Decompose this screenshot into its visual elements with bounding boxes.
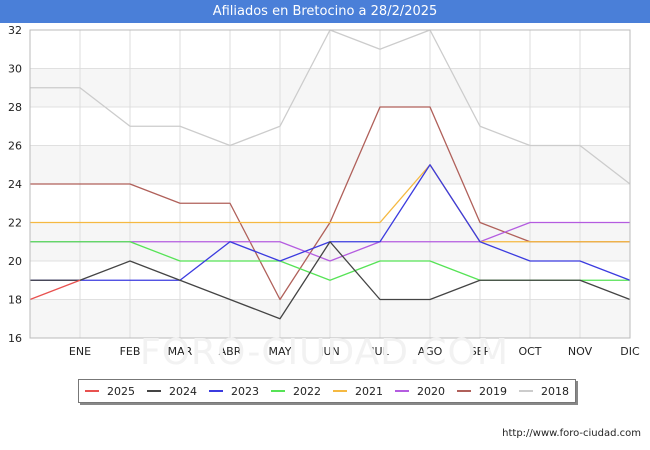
legend-item-2021: 2021 — [333, 385, 383, 398]
y-tick-label: 24 — [8, 178, 22, 191]
legend-swatch — [457, 390, 471, 392]
series-line-2024 — [30, 241, 631, 320]
y-tick-label: 28 — [8, 101, 22, 114]
legend-swatch — [333, 390, 347, 392]
legend-swatch — [271, 390, 285, 392]
legend-label: 2020 — [417, 384, 445, 398]
y-tick-label: 32 — [8, 24, 22, 37]
y-tick-label: 20 — [8, 255, 22, 268]
legend-item-2022: 2022 — [271, 385, 321, 398]
legend-label: 2023 — [231, 384, 259, 398]
legend-swatch — [147, 390, 161, 392]
legend-item-2024: 2024 — [147, 385, 197, 398]
legend-item-2025: 2025 — [85, 385, 135, 398]
chart-title: Afiliados en Bretocino a 28/2/2025 — [0, 0, 650, 23]
x-tick-label: ABR — [219, 345, 242, 358]
x-axis-ticks: ENE FEB MAR ABR MAY JUN JUL AGO SEP OCT NOV DIC — [69, 345, 640, 358]
x-tick-label: JUN — [319, 345, 340, 358]
series-line-2025 — [29, 279, 81, 301]
legend-swatch — [85, 390, 99, 392]
series-line-2021 — [30, 164, 630, 243]
legend-item-2020: 2020 — [395, 385, 445, 398]
x-tick-label: DIC — [620, 345, 640, 358]
legend-item-2019: 2019 — [457, 385, 507, 398]
legend-label: 2019 — [479, 384, 507, 398]
legend-label: 2021 — [355, 384, 383, 398]
x-tick-label: NOV — [568, 345, 593, 358]
y-axis-ticks: 16 18 20 22 24 26 28 30 32 — [8, 24, 22, 345]
source-url: http://www.foro-ciudad.com — [502, 428, 641, 439]
legend-label: 2025 — [107, 384, 135, 398]
y-tick-label: 26 — [8, 140, 22, 153]
x-tick-label: MAY — [269, 345, 292, 358]
y-tick-label: 22 — [8, 217, 22, 230]
x-tick-label: AGO — [418, 345, 443, 358]
x-tick-label: OCT — [518, 345, 541, 358]
legend-swatch — [209, 390, 223, 392]
legend-label: 2024 — [169, 384, 197, 398]
legend-swatch — [395, 390, 409, 392]
legend-item-2018: 2018 — [519, 385, 569, 398]
watermark-text: FORO-CIUDAD.COM — [140, 332, 509, 373]
y-tick-label: 30 — [8, 63, 22, 76]
x-tick-label: SEP — [470, 345, 491, 358]
y-tick-label: 16 — [8, 332, 22, 345]
legend-label: 2018 — [541, 384, 569, 398]
plot-frame — [29, 29, 631, 339]
x-tick-label: FEB — [120, 345, 141, 358]
x-tick-label: ENE — [69, 345, 91, 358]
y-tick-label: 18 — [8, 294, 22, 307]
x-tick-label: MAR — [168, 345, 193, 358]
legend-swatch — [519, 390, 533, 392]
legend-label: 2022 — [293, 384, 321, 398]
x-tick-label: JUL — [370, 345, 389, 358]
legend-item-2023: 2023 — [209, 385, 259, 398]
legend: 2025 2024 2023 2022 2021 2020 2019 2018 — [78, 379, 576, 403]
